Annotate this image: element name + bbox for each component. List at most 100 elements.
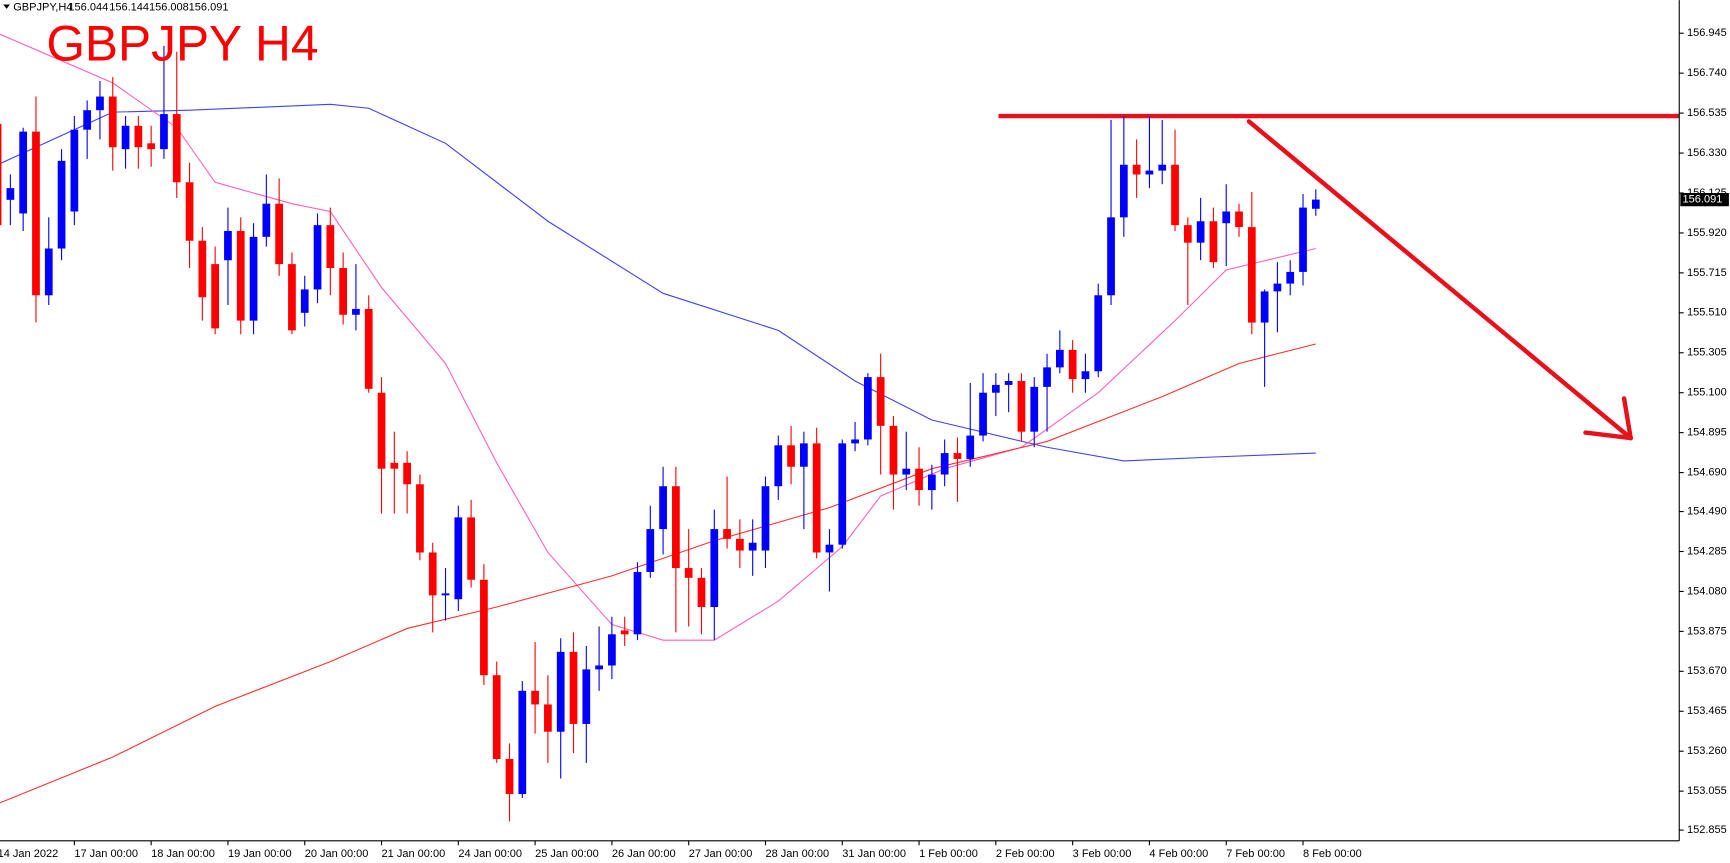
candle-body: [236, 230, 245, 321]
x-tick-label: 24 Jan 00:00: [458, 848, 522, 860]
candle-body: [1222, 211, 1231, 224]
x-tick-label: 20 Jan 00:00: [305, 848, 369, 860]
candle-body: [6, 188, 15, 200]
candle-body: [300, 289, 309, 313]
x-tick-label: 26 Jan 00:00: [612, 848, 676, 860]
candle-body: [364, 308, 373, 389]
y-tick-label: 155.100: [1687, 387, 1727, 399]
candle-body: [1311, 199, 1320, 209]
candle-body: [1145, 170, 1154, 175]
x-tick-label: 2 Feb 00:00: [996, 848, 1055, 860]
moving-average: [0, 33, 1316, 641]
candle-body: [134, 125, 143, 148]
x-tick-label: 7 Feb 00:00: [1226, 848, 1285, 860]
y-tick-label: 156.125: [1687, 187, 1727, 199]
candle-body: [646, 529, 655, 572]
candle-body: [172, 114, 181, 183]
candle-body: [672, 486, 680, 569]
x-tick-label: 19 Jan 00:00: [228, 848, 292, 860]
y-tick-label: 154.285: [1687, 545, 1727, 557]
candle-body: [684, 568, 693, 578]
candle-body: [915, 468, 923, 491]
x-tick-label: 17 Jan 00:00: [74, 848, 138, 860]
candle-body: [1132, 164, 1141, 175]
candle-body: [761, 486, 770, 551]
candle-body: [44, 248, 53, 296]
candle-body: [492, 675, 501, 759]
y-tick-label: 153.465: [1687, 705, 1727, 717]
candle-body: [275, 203, 284, 265]
candle-body: [416, 484, 424, 553]
arrow-head: [1621, 396, 1633, 441]
x-tick-label: 4 Feb 00:00: [1149, 848, 1208, 860]
candle-body: [480, 579, 488, 676]
header-symbol: GBPJPY,H4: [13, 2, 72, 14]
candle-body: [83, 110, 92, 130]
arrow-head: [1583, 430, 1633, 441]
candle-body: [19, 131, 28, 214]
candle-body: [518, 690, 527, 795]
candle-body: [787, 445, 795, 467]
candle-body: [121, 125, 130, 150]
candle-body: [1068, 349, 1077, 380]
candle-body: [825, 544, 834, 553]
candle-body: [1299, 207, 1307, 272]
candle-body: [224, 230, 232, 261]
candle-body: [198, 240, 207, 298]
candle-body: [812, 443, 821, 553]
candle-body: [723, 529, 731, 539]
candle-body: [326, 225, 335, 269]
candle-body: [1081, 371, 1090, 380]
y-tick-label: 154.490: [1687, 505, 1727, 517]
candle-body: [1235, 211, 1243, 228]
candle-body: [940, 453, 949, 475]
x-tick-label: 31 Jan 00:00: [842, 848, 906, 860]
x-tick-label: 18 Jan 00:00: [151, 848, 215, 860]
x-tick-label: 21 Jan 00:00: [382, 848, 446, 860]
candle-body: [313, 225, 322, 290]
y-tick-label: 156.330: [1687, 147, 1727, 159]
plot-area: [0, 33, 1680, 822]
candle-body: [876, 377, 885, 426]
candle-body: [927, 474, 936, 491]
candle-body: [1119, 164, 1128, 218]
candle-body: [32, 131, 40, 296]
candle-body: [1017, 381, 1026, 432]
candle-body: [185, 182, 194, 241]
trend-arrow: [1246, 119, 1633, 441]
candle-body: [108, 96, 117, 148]
x-tick-label: 28 Jan 00:00: [765, 848, 829, 860]
candle-body: [441, 593, 450, 596]
candle-body: [0, 123, 2, 226]
candle-body: [1043, 367, 1051, 387]
y-tick-label: 156.945: [1687, 27, 1727, 39]
candle-body: [249, 236, 258, 321]
candle-body: [147, 143, 156, 150]
y-tick-label: 154.690: [1687, 466, 1727, 478]
candle-body: [1107, 217, 1115, 296]
candle-body: [211, 264, 220, 329]
candle-body: [800, 443, 808, 467]
y-tick-label: 154.895: [1687, 427, 1727, 439]
x-tick-label: 14 Jan 2022: [0, 848, 58, 860]
candle-body: [582, 669, 591, 724]
y-tick-label: 156.535: [1687, 107, 1727, 119]
candle-body: [1196, 221, 1205, 243]
candle-body: [390, 462, 399, 469]
candle-body: [608, 634, 616, 666]
candle-body: [966, 435, 975, 459]
candle-body: [1055, 349, 1064, 368]
candle-body: [403, 462, 411, 485]
candle-body: [953, 453, 962, 459]
x-tick-label: 25 Jan 00:00: [535, 848, 599, 860]
candle-body: [505, 758, 514, 795]
x-tick-label: 3 Feb 00:00: [1073, 848, 1132, 860]
y-tick-label: 155.510: [1687, 307, 1727, 319]
candle-body: [339, 268, 347, 315]
header-icon: [3, 4, 10, 9]
candle-body: [838, 443, 847, 545]
y-tick-label: 154.080: [1687, 585, 1727, 597]
candle-body: [352, 308, 360, 315]
candle-body: [1183, 225, 1192, 243]
